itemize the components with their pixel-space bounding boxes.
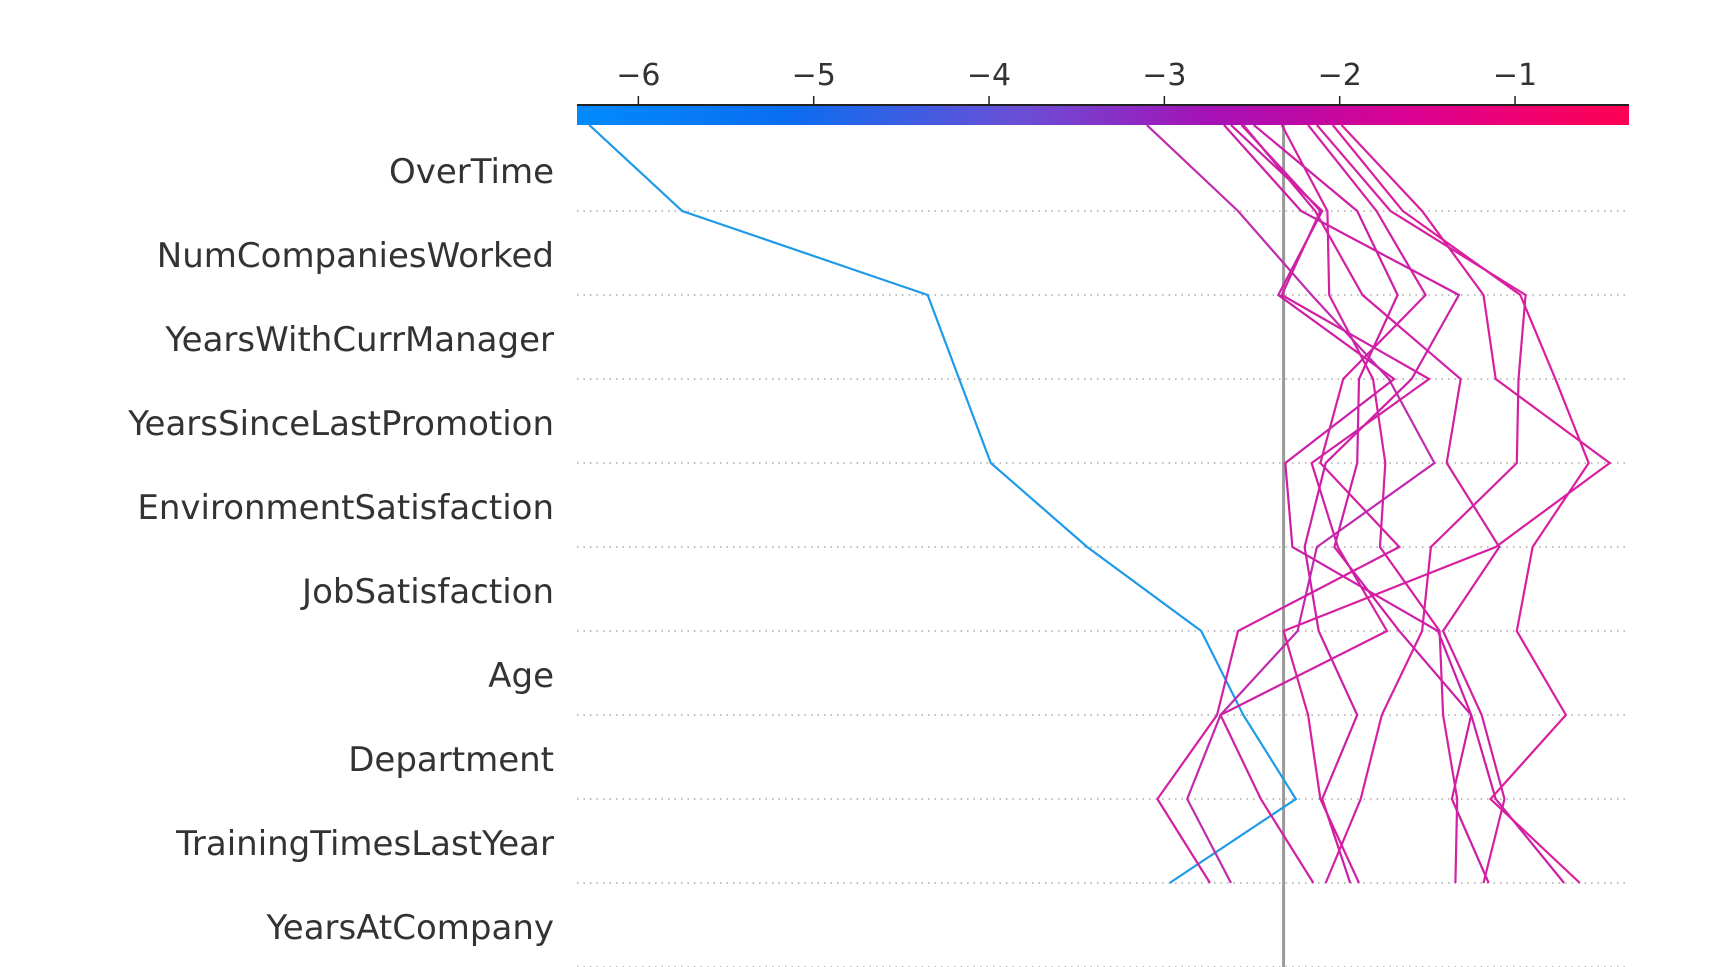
series-line-2 (1146, 124, 1436, 884)
x-tick-label: −6 (616, 58, 660, 93)
feature-label: Department (348, 740, 554, 780)
x-tick-label: −4 (967, 58, 1011, 93)
series-line-1 (588, 124, 1298, 884)
series-line-12 (1282, 124, 1612, 884)
feature-label: YearsSinceLastPromotion (127, 404, 554, 444)
x-tick-label: −1 (1493, 58, 1537, 93)
feature-label: YearsWithCurrManager (164, 320, 554, 360)
feature-labels: OverTime NumCompaniesWorked YearsWithCurrM… (127, 152, 554, 948)
series-line-9 (1156, 124, 1427, 884)
colorbar-gradient (577, 105, 1629, 125)
feature-label: Age (488, 656, 554, 696)
series-line-5 (1219, 124, 1432, 884)
feature-label: TrainingTimesLastYear (175, 824, 554, 864)
series-line-4 (1230, 124, 1565, 884)
x-tick-label: −5 (792, 58, 836, 93)
feature-label: EnvironmentSatisfaction (137, 488, 554, 528)
colorbar (577, 105, 1629, 125)
x-tick-label: −3 (1142, 58, 1186, 93)
feature-label: JobSatisfaction (300, 572, 554, 612)
decision-lines (588, 124, 1612, 884)
feature-label: YearsAtCompany (266, 908, 554, 948)
series-line-7 (1253, 124, 1490, 884)
series-line-11 (1331, 124, 1590, 884)
x-tick-label: −2 (1318, 58, 1362, 93)
feature-label: OverTime (389, 152, 554, 192)
feature-label: NumCompaniesWorked (157, 236, 554, 276)
series-line-10 (1316, 124, 1527, 884)
series-line-8 (1280, 124, 1459, 884)
series-line-3 (1223, 124, 1461, 884)
x-axis: −6 −5 −4 −3 −2 −1 (577, 58, 1629, 106)
